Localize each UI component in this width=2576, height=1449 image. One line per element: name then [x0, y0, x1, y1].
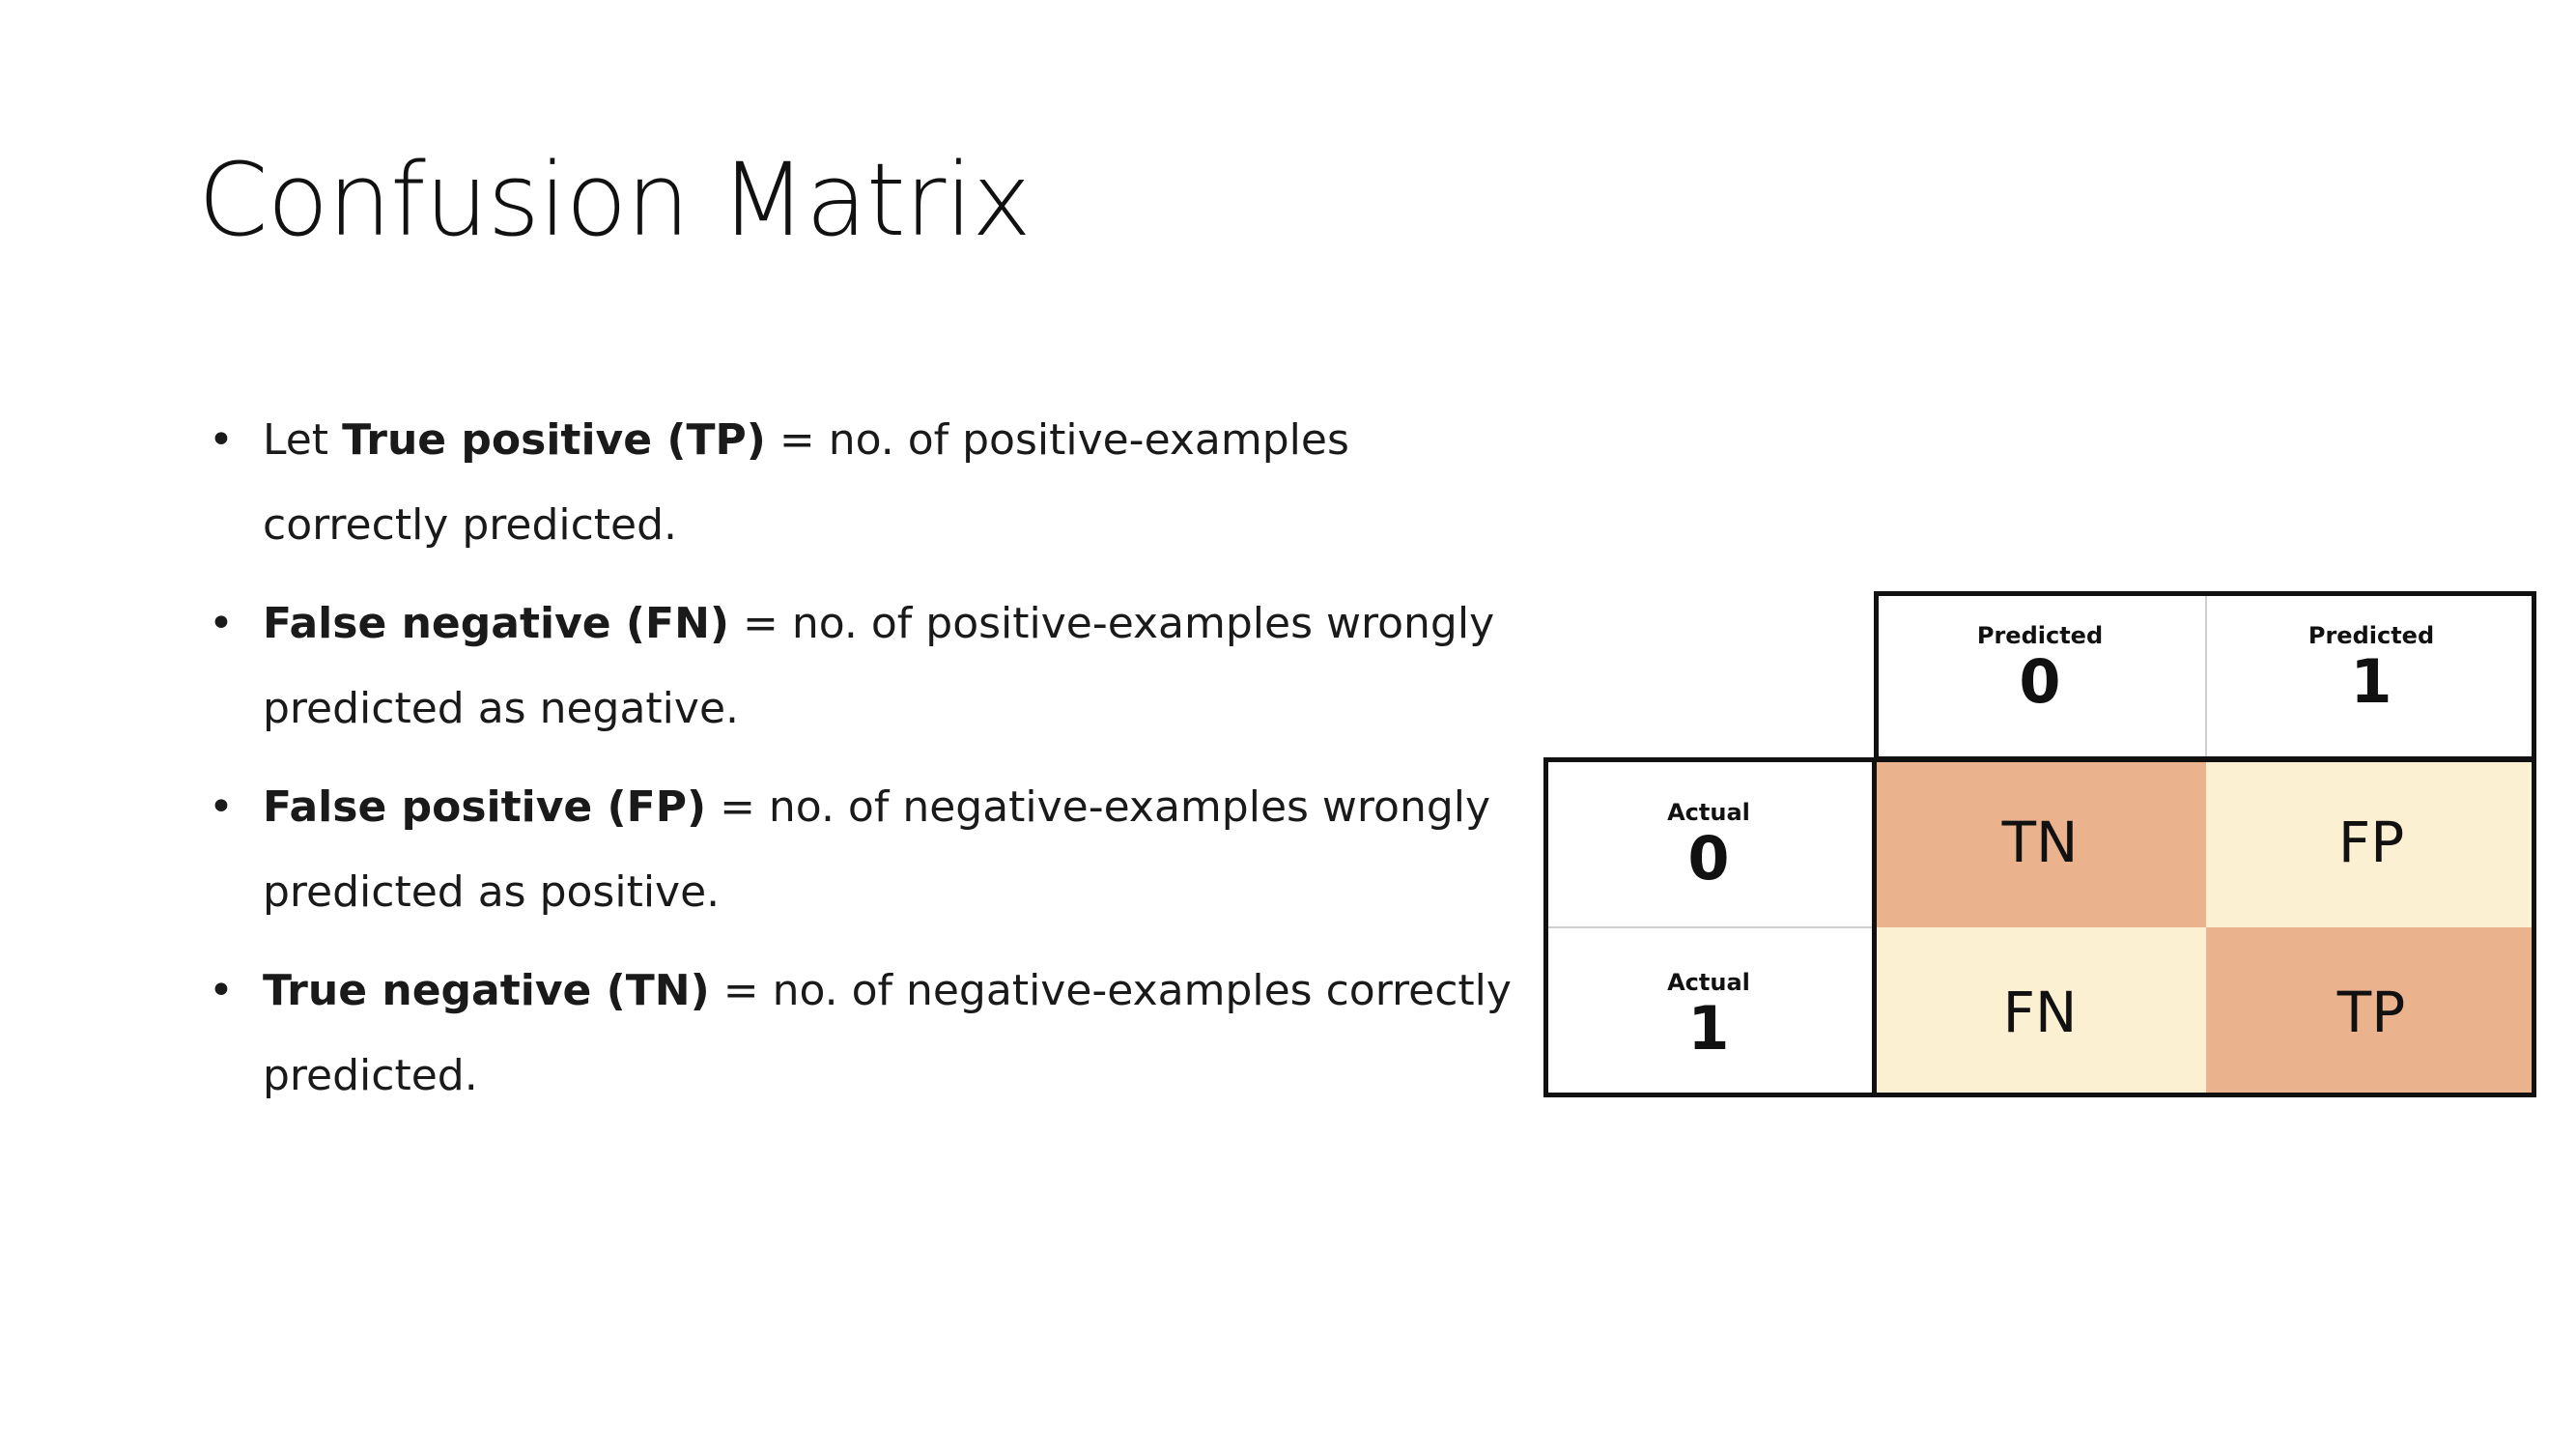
- bullet-marker: •: [209, 415, 234, 465]
- bullet-text: = no. of negative-examples correctly pre…: [263, 966, 1512, 1100]
- bullet-text: = no. of positive-examples wrongly predi…: [263, 599, 1495, 733]
- bullet-term: False positive (FP): [263, 782, 707, 832]
- matrix-body-frame: [1543, 757, 2536, 1097]
- bullet-prefix: Let: [263, 415, 343, 465]
- row-header-label: Actual: [1667, 969, 1750, 997]
- bullet-text: = no. of negative-examples wrongly predi…: [263, 782, 1491, 917]
- slide-title: Confusion Matrix: [198, 141, 1032, 259]
- bullet-marker: •: [209, 599, 234, 648]
- cell-fp: FP: [2206, 757, 2536, 927]
- row-header-value: 0: [1687, 822, 1730, 894]
- bullet-true-positive: • Let True positive (TP) = no. of positi…: [193, 398, 1538, 568]
- column-header-value: 1: [2350, 645, 2392, 717]
- bullet-term: True positive (TP): [342, 415, 766, 465]
- cell-tn: TN: [1874, 757, 2206, 927]
- bullet-text: = no. of positive-examples correctly pre…: [263, 415, 1349, 550]
- row-header-actual-1: Actual 1: [1543, 927, 1874, 1097]
- bullet-term: True negative (TN): [263, 966, 710, 1015]
- row-header-divider: [1547, 926, 1874, 928]
- bullet-marker: •: [209, 782, 234, 832]
- column-header-predicted-0: Predicted 0: [1874, 591, 2206, 761]
- column-header-frame: [1874, 591, 2536, 761]
- row-header-label: Actual: [1667, 799, 1750, 827]
- row-header-value: 1: [1687, 992, 1730, 1064]
- cell-tp: TP: [2206, 927, 2536, 1097]
- bullet-term: False negative (FN): [263, 599, 730, 648]
- confusion-matrix: TN FP FN TP Predicted 0 Predicted 1 Actu…: [1543, 591, 2536, 1097]
- bullet-false-negative: • False negative (FN) = no. of positive-…: [193, 582, 1615, 752]
- column-header-label: Predicted: [2307, 622, 2435, 650]
- bullet-false-positive: • False positive (FP) = no. of negative-…: [193, 765, 1615, 935]
- definition-list: • Let True positive (TP) = no. of positi…: [193, 398, 1545, 1132]
- row-header-actual-0: Actual 0: [1543, 757, 1874, 927]
- cell-code: FP: [2337, 810, 2405, 875]
- cell-code: TP: [2336, 980, 2406, 1045]
- bullet-true-negative: • True negative (TN) = no. of negative-e…: [193, 949, 1634, 1119]
- bullet-marker: •: [209, 966, 234, 1015]
- header-divider: [2205, 595, 2207, 757]
- column-header-label: Predicted: [1976, 622, 2104, 650]
- cell-code: FN: [2002, 980, 2078, 1045]
- row-header-separator: [1872, 757, 1877, 1097]
- column-header-value: 0: [2019, 645, 2061, 717]
- cell-fn: FN: [1874, 927, 2206, 1097]
- cell-code: TN: [2001, 810, 2079, 875]
- column-header-predicted-1: Predicted 1: [2206, 591, 2536, 761]
